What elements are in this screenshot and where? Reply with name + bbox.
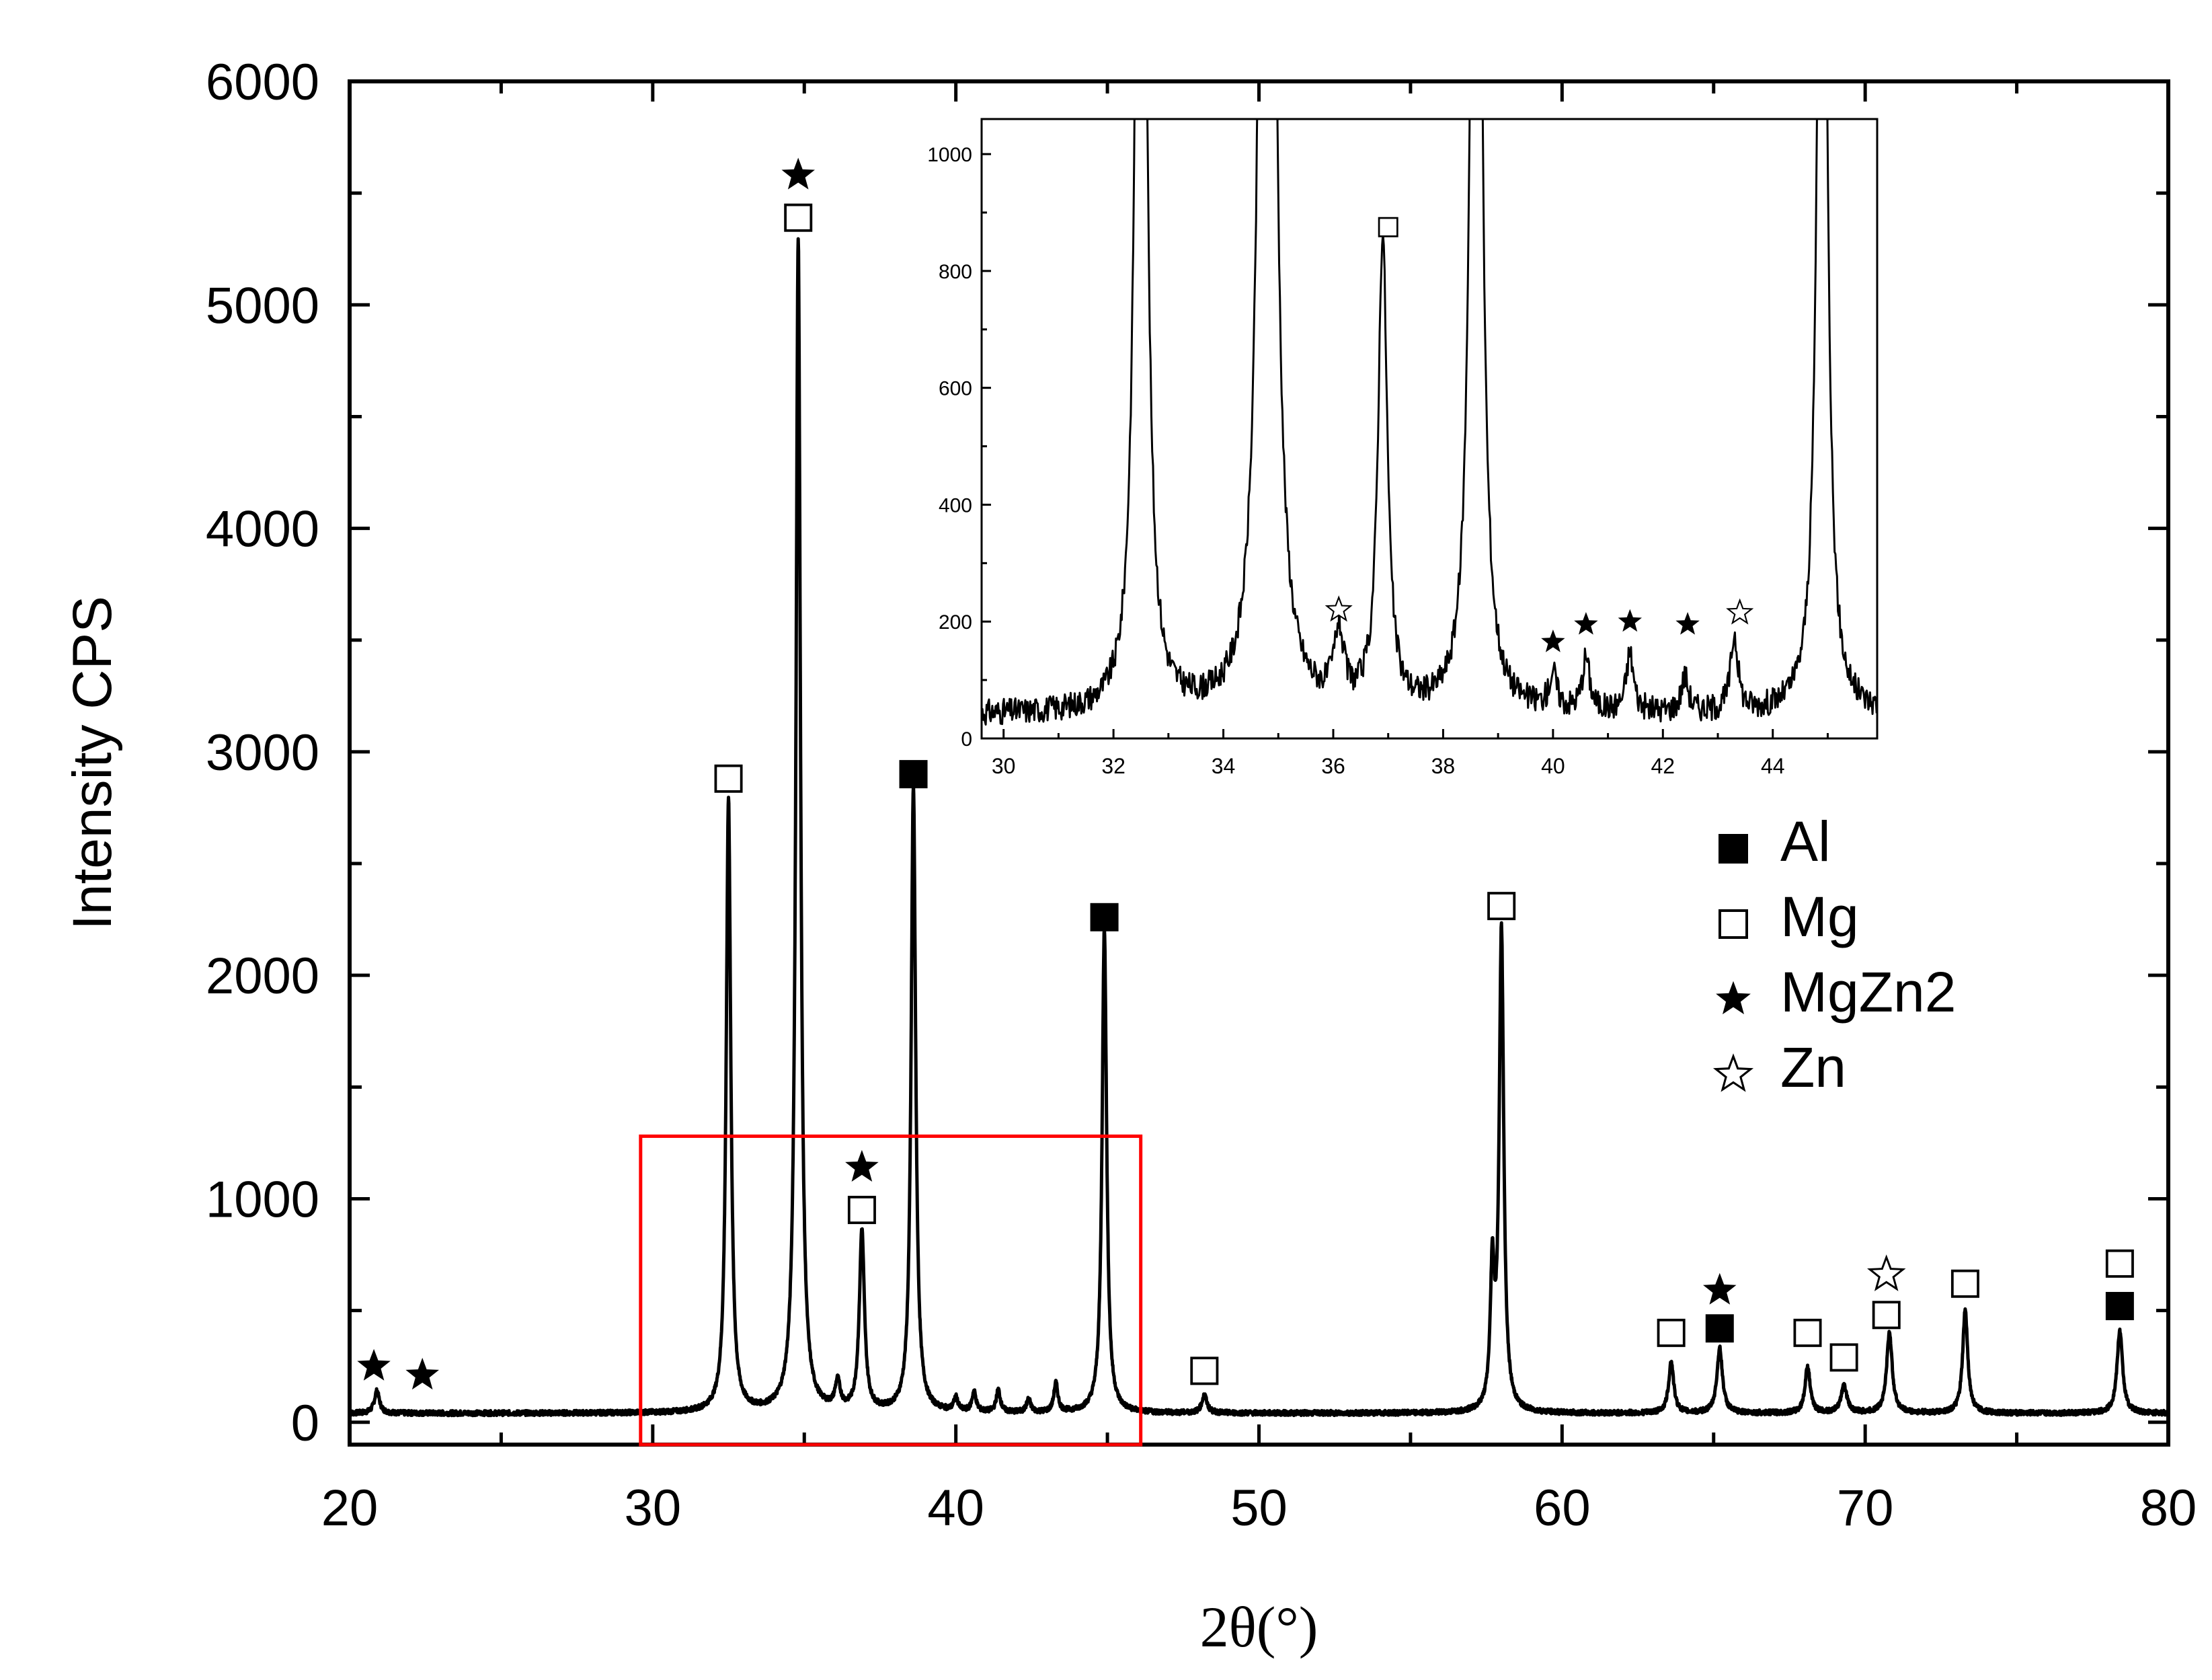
mgzn2-marker (357, 1348, 391, 1381)
y-tick-label: 2000 (206, 948, 319, 1005)
x-axis-label: 2θ(°) (1200, 1595, 1318, 1659)
mg-marker (1793, 1318, 1822, 1347)
y-tick-label: 6000 (206, 54, 319, 111)
y-tick-label: 0 (291, 1395, 319, 1452)
zn-marker (1726, 598, 1754, 625)
inset-x-tick-label: 36 (1321, 754, 1345, 778)
mg-marker (1872, 1301, 1901, 1330)
mgzn2-marker (1574, 612, 1598, 635)
y-axis-label: Intensity CPS (62, 596, 123, 930)
zn-marker (1712, 1053, 1754, 1092)
mg-marker (1950, 1269, 1979, 1298)
inset-y-tick-label: 0 (961, 728, 972, 751)
inset-x-tick-label: 42 (1651, 754, 1675, 778)
inset-x-tick-label: 38 (1431, 754, 1456, 778)
mgzn2-marker (405, 1357, 439, 1390)
inset-y-tick-label: 200 (939, 611, 972, 634)
inset-x-tick-label: 40 (1541, 754, 1565, 778)
al-marker (899, 760, 928, 789)
zn-marker (1867, 1254, 1906, 1291)
mg-marker (847, 1196, 876, 1225)
mgzn2-marker (1541, 629, 1565, 652)
mgzn2-marker (1618, 609, 1642, 632)
mgzn2-marker (1675, 612, 1700, 635)
mgzn2-marker (1716, 981, 1751, 1015)
inset-y-tick-label: 1000 (927, 144, 972, 166)
y-tick-label: 3000 (206, 724, 319, 781)
y-tick-label: 5000 (206, 277, 319, 334)
x-tick-label: 60 (1534, 1480, 1591, 1537)
mg-marker (1718, 909, 1748, 939)
al-marker (1719, 834, 1748, 864)
inset-plot: 30 32 34 36 38 40 42 44 0 200 400 600 800 1000 (927, 118, 1879, 778)
x-tick-label: 80 (2140, 1480, 2197, 1537)
al-marker (1090, 903, 1119, 931)
x-tick-label: 30 (625, 1480, 682, 1537)
legend: Al Mg MgZn2 Zn (1712, 810, 1956, 1099)
mg-marker (2105, 1249, 2134, 1278)
mgzn2-marker (1703, 1272, 1737, 1305)
main-plot: 20 30 40 50 60 70 80 0100020003000400050006000… (62, 54, 2197, 1659)
inset-y-tick-label: 400 (939, 494, 972, 517)
inset-x-ticks: 30 32 34 36 38 40 42 44 (992, 729, 1829, 778)
mg-marker (1190, 1357, 1219, 1385)
inset-y-tick-label: 800 (939, 261, 972, 283)
y-tick-label: 4000 (206, 501, 319, 558)
legend-label-zn: Zn (1780, 1036, 1846, 1099)
inset-y-tick-label: 600 (939, 378, 972, 400)
y-tick-label: 1000 (206, 1171, 319, 1228)
inset-x-tick-label: 32 (1101, 754, 1125, 778)
inset-pattern-line (982, 119, 1877, 726)
legend-label-mg: Mg (1780, 885, 1859, 948)
inset-x-tick-label: 30 (992, 754, 1016, 778)
mg-marker (784, 203, 813, 232)
inset-x-tick-label: 44 (1761, 754, 1785, 778)
phase-markers (357, 157, 2134, 1390)
main-x-ticks: 20 30 40 50 60 70 80 (321, 81, 2197, 1537)
legend-label-mgzn2: MgZn2 (1780, 960, 1956, 1024)
inset-frame (980, 118, 1879, 740)
inset-phase-markers (1325, 217, 1754, 652)
inset-y-ticks: 0 200 400 600 800 1000 (927, 144, 991, 751)
al-marker (1705, 1314, 1734, 1343)
mg-marker (1829, 1343, 1858, 1372)
zn-marker (1325, 595, 1353, 622)
mg-marker (1487, 892, 1516, 921)
mgzn2-marker (781, 157, 815, 190)
mgzn2-marker (845, 1149, 879, 1182)
al-marker (2105, 1291, 2134, 1320)
x-tick-label: 40 (927, 1480, 984, 1537)
mg-marker (1378, 217, 1398, 237)
inset-x-tick-label: 34 (1212, 754, 1236, 778)
mg-marker (1657, 1318, 1686, 1347)
x-tick-label: 50 (1230, 1480, 1288, 1537)
x-tick-label: 70 (1837, 1480, 1894, 1537)
zoom-region-box (639, 1134, 1143, 1447)
legend-label-al: Al (1780, 810, 1831, 873)
x-tick-label: 20 (321, 1480, 379, 1537)
xrd-pattern-line (348, 237, 2170, 1418)
mg-marker (714, 764, 743, 793)
